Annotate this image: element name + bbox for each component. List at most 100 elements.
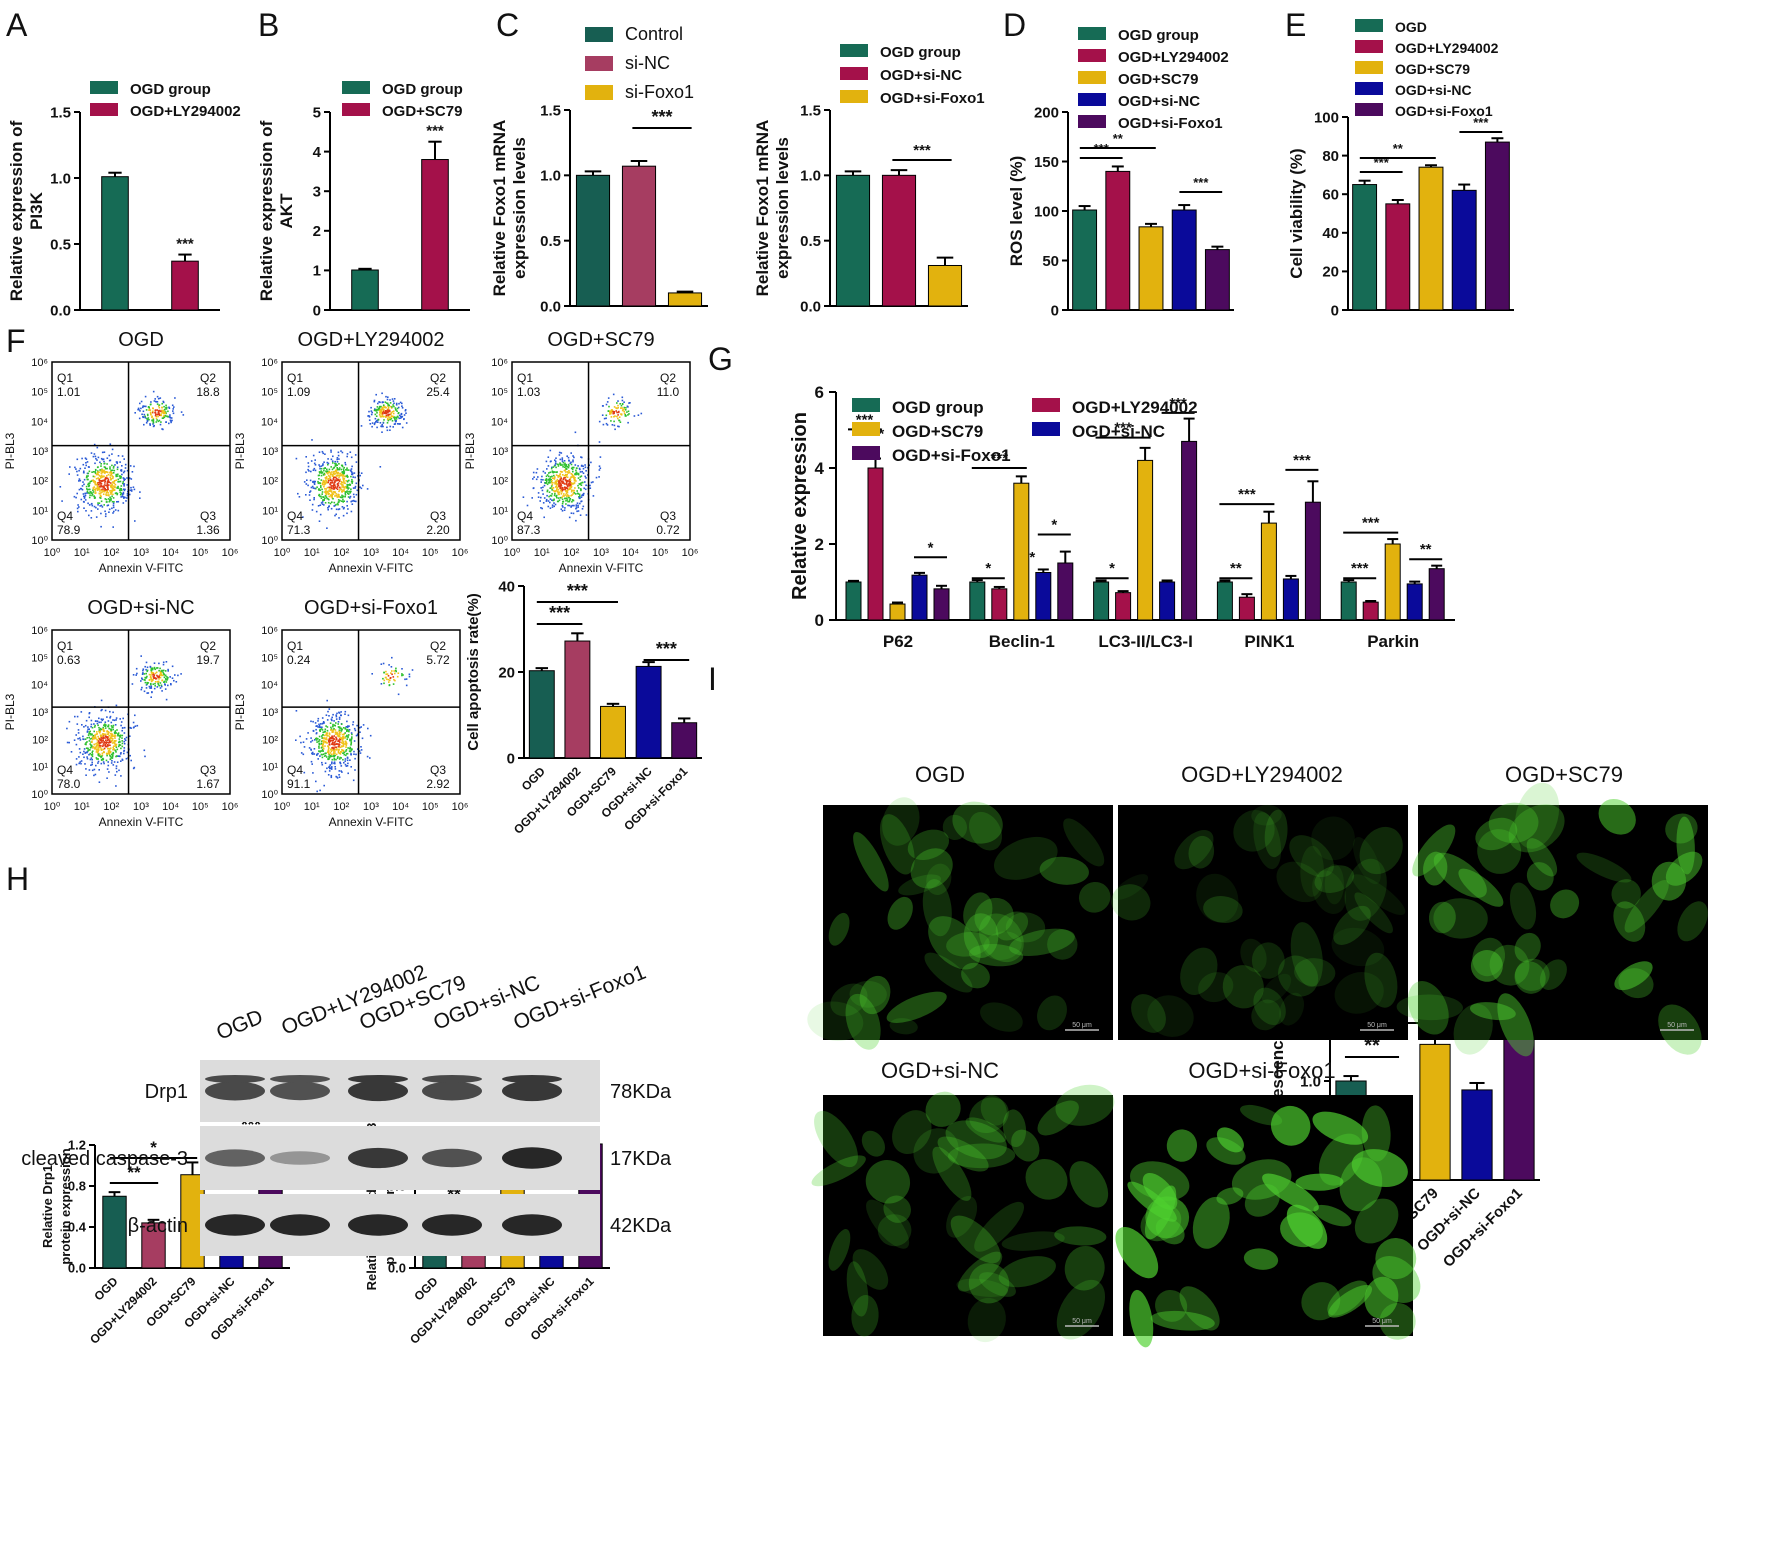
flow-event-dot	[629, 402, 631, 404]
significance-label: ***	[549, 603, 570, 623]
flow-event-dot	[94, 471, 96, 473]
flow-event-dot	[315, 737, 318, 739]
flow-event-dot	[620, 407, 622, 409]
flow-event-dot	[112, 751, 114, 754]
flow-event-dot	[345, 749, 348, 751]
flow-event-dot	[177, 674, 179, 677]
flow-event-dot	[122, 488, 125, 490]
x-tick-label: 10⁰	[44, 547, 61, 559]
flow-event-dot	[325, 470, 328, 473]
flow-event-dot	[151, 419, 153, 422]
flow-event-dot	[541, 489, 544, 492]
flow-event-dot	[92, 746, 95, 748]
flow-event-dot	[322, 742, 325, 744]
flow-event-dot	[86, 461, 89, 463]
cell	[948, 1143, 1016, 1169]
flow-event-dot	[110, 733, 112, 735]
flow-event-dot	[570, 485, 573, 488]
flow-event-dot	[390, 418, 393, 420]
flow-event-dot	[341, 733, 344, 736]
quadrant-label: Q4	[57, 763, 73, 777]
flow-event-dot	[303, 746, 306, 748]
bar	[867, 467, 884, 621]
quadrant-value: 1.01	[57, 385, 81, 399]
cell	[1361, 1105, 1391, 1162]
flow-event-dot	[92, 471, 95, 473]
flow-event-dot	[102, 490, 104, 492]
flow-event-dot	[569, 477, 572, 479]
flow-event-dot	[94, 462, 96, 465]
flow-event-dot	[570, 486, 573, 489]
flow-event-dot	[123, 752, 125, 755]
y-tick-label: 5	[313, 104, 321, 121]
flow-event-dot	[569, 485, 572, 488]
flow-event-dot	[556, 496, 558, 499]
cell	[1514, 961, 1546, 994]
flow-event-dot	[156, 409, 159, 411]
y-tick-label: 0	[507, 750, 515, 767]
flow-event-dot	[345, 740, 347, 743]
flow-event-dot	[108, 744, 110, 746]
flow-event-dot	[336, 457, 339, 459]
cell	[1005, 912, 1046, 943]
flow-event-dot	[171, 419, 173, 422]
flow-event-dot	[148, 685, 151, 688]
flow-event-dot	[93, 480, 96, 482]
x-tick-label: OGD+LY294002	[87, 1274, 160, 1347]
flow-event-dot	[158, 676, 160, 679]
flow-event-dot	[546, 490, 549, 493]
flow-event-dot	[559, 462, 561, 464]
legend-swatch	[1032, 398, 1060, 412]
flow-event-dot	[404, 409, 407, 411]
flow-event-dot	[122, 727, 124, 729]
flow-event-dot	[329, 489, 332, 491]
molecular-weight-label: 17KDa	[610, 1148, 672, 1170]
flow-event-dot	[112, 728, 114, 731]
flow-event-dot	[401, 407, 404, 409]
flow-event-dot	[95, 757, 98, 759]
cell	[1458, 868, 1504, 907]
flow-event-dot	[321, 472, 323, 474]
flow-event-dot	[308, 494, 311, 496]
flow-event-dot	[110, 497, 112, 500]
flow-event-dot	[330, 494, 332, 496]
flow-event-dot	[110, 473, 112, 476]
flow-event-dot	[392, 412, 395, 415]
flow-event-dot	[91, 758, 93, 761]
flow-event-dot	[155, 671, 158, 674]
flow-event-dot	[553, 494, 556, 497]
flow-event-dot	[78, 480, 80, 482]
flow-event-dot	[158, 675, 160, 677]
flow-event-dot	[573, 456, 575, 459]
flow-event-dot	[579, 468, 581, 471]
flow-event-dot	[87, 749, 89, 752]
cell	[1155, 1289, 1188, 1322]
flow-event-dot	[571, 494, 573, 496]
flow-event-dot	[302, 516, 304, 518]
significance-label: ***	[1238, 486, 1256, 503]
flow-event-dot	[79, 479, 82, 482]
bar	[1406, 583, 1423, 621]
flow-event-dot	[584, 488, 587, 491]
protein-band	[422, 1214, 482, 1236]
quadrant-label: Q1	[57, 371, 73, 385]
flow-event-dot	[170, 417, 173, 419]
flow-event-dot	[404, 409, 407, 412]
flow-event-dot	[612, 411, 614, 413]
legend-label: OGD+SC79	[1395, 61, 1470, 77]
y-tick-label: 100	[1034, 203, 1059, 220]
flow-event-dot	[339, 499, 341, 502]
flow-event-dot	[313, 467, 316, 470]
flow-event-dot	[333, 505, 335, 507]
flow-event-dot	[342, 745, 345, 747]
flow-event-dot	[163, 411, 166, 413]
flow-event-dot	[325, 479, 327, 481]
flow-event-dot	[335, 776, 338, 778]
flow-event-dot	[161, 417, 164, 419]
flow-event-dot	[541, 507, 543, 510]
flow-event-dot	[333, 751, 335, 754]
flow-event-dot	[567, 500, 569, 503]
y-tick-label: 100	[1314, 109, 1339, 126]
flow-event-dot	[341, 496, 343, 498]
cell	[1295, 1173, 1344, 1191]
